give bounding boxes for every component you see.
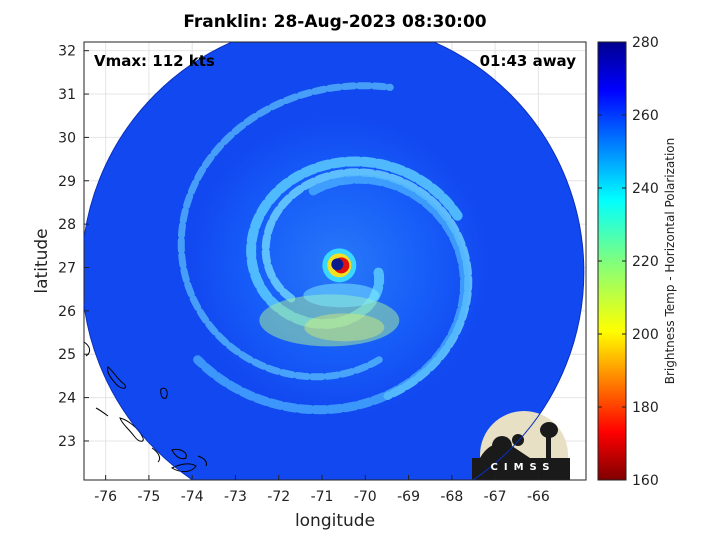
axes-frame [83,41,587,481]
swath-edge [84,42,585,480]
rainband-3 [193,174,470,415]
coastline-i [197,455,207,467]
y-tick-label: 23 [58,434,76,450]
y-tick-label: 29 [58,174,76,190]
eye-center [331,258,344,271]
coastline-g [171,449,187,460]
rainband-4 [177,82,394,381]
x-tick-label: -74 [181,489,204,505]
colorbar-tick-label: 260 [632,108,659,124]
x-tick-label: -69 [397,489,420,505]
y-tick-label: 24 [58,391,76,407]
y-tick-label: 27 [58,261,76,277]
x-tick-label: -68 [440,489,463,505]
coastline-f [151,447,161,463]
coastline-e [119,417,144,442]
x-tick-label: -72 [267,489,290,505]
y-axis-label: latitude [32,228,52,294]
colorbar-tick-label: 200 [632,327,659,343]
x-tick-label: -76 [94,489,117,505]
x-tick-label: -73 [224,489,247,505]
x-axis-ticks: -76 -75 -74 -73 -72 -71 -70 -69 -68 -67 -66 [94,475,550,505]
colorbar-tick-label: 280 [632,35,659,51]
colorbar-tick-label: 240 [632,181,659,197]
colorbar [597,41,627,481]
x-axis-label: longitude [294,511,376,531]
warm-band [259,294,400,347]
x-tick-label: -75 [137,489,160,505]
warm-band-core [304,313,385,342]
x-tick-label: -66 [527,489,550,505]
chart-title: Franklin: 28-Aug-2023 08:30:00 [183,12,487,32]
cimss-logo-text: CIMSS [490,462,556,473]
storm-eye [322,248,357,283]
y-tick-label: 31 [58,87,76,103]
coastline-b [107,366,127,389]
coastline-d [95,407,109,417]
x-tick-label: -70 [354,489,377,505]
y-tick-label: 25 [58,347,76,363]
colorbar-ticks: 160 180 200 220 240 260 280 [598,35,659,489]
colorbar-tick-label: 220 [632,254,659,270]
x-tick-label: -71 [311,489,334,505]
colorbar-tick-label: 160 [632,473,659,489]
y-tick-label: 26 [58,304,76,320]
time-away-annotation: 01:43 away [479,52,576,70]
coastline-c [160,387,168,399]
vmax-annotation: Vmax: 112 kts [94,52,215,70]
land-outlines [83,341,207,473]
y-axis-ticks: 23 24 25 26 27 28 29 30 31 32 [58,44,89,450]
y-tick-label: 32 [58,44,76,60]
colorbar-tick-label: 180 [632,400,659,416]
coastline-a [83,341,91,357]
colorbar-label: Brightness Temp - Horizontal Polarizatio… [663,137,677,385]
cyan-band [303,283,380,308]
y-tick-label: 30 [58,130,76,146]
cimss-logo [472,411,570,480]
x-tick-label: -67 [484,489,507,505]
y-tick-label: 28 [58,217,76,233]
